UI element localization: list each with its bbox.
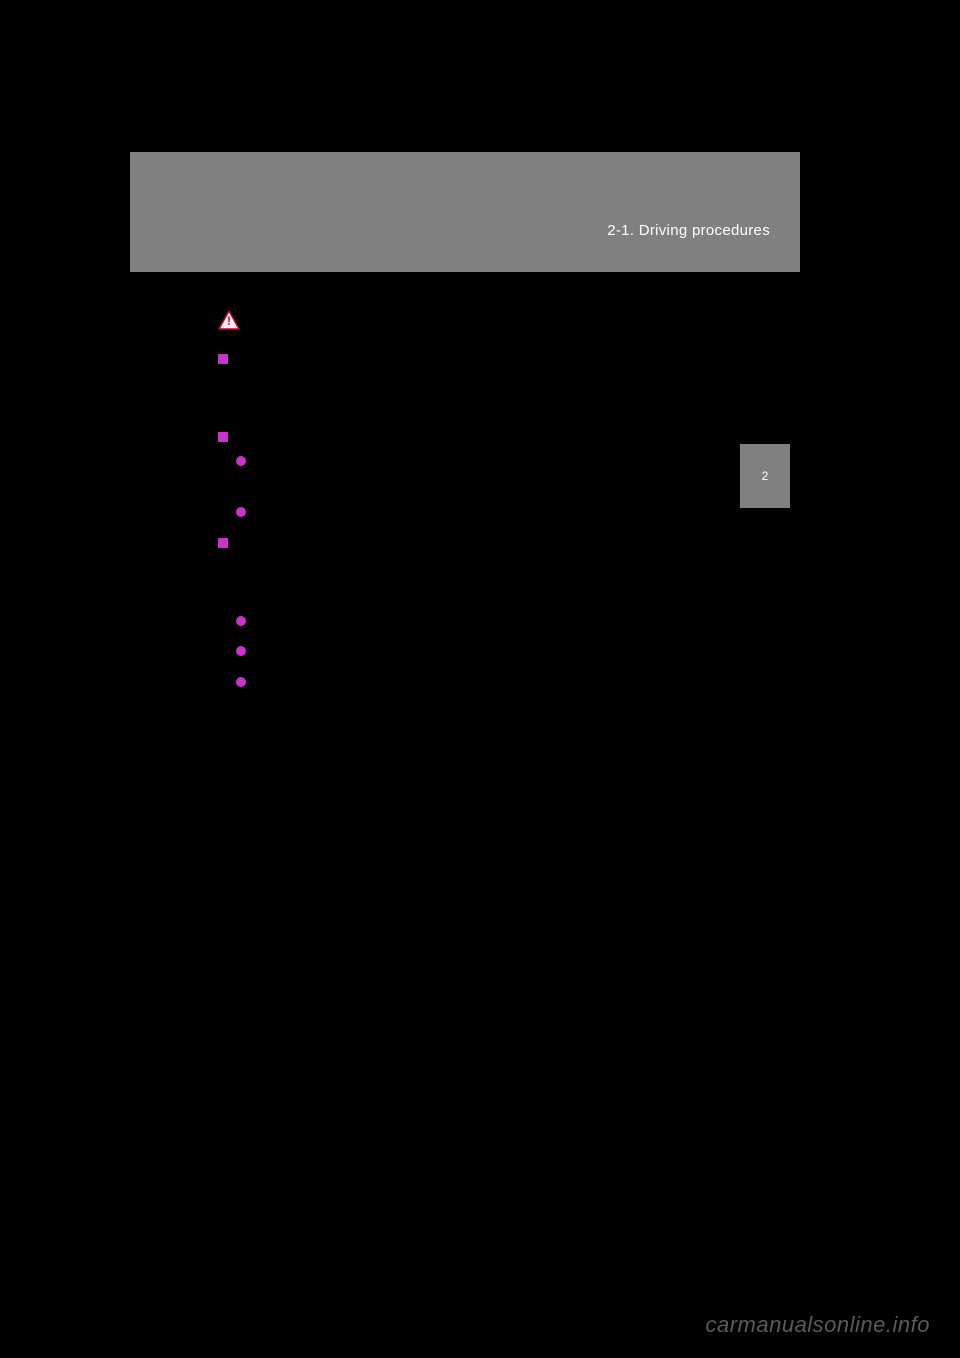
bullet-text-3-1: Sudden changes in engine speed… bbox=[254, 642, 460, 663]
heading-text-2: When driving the vehicle bbox=[236, 428, 401, 444]
square-marker-icon bbox=[218, 538, 228, 548]
body-text-3: Sudden braking, acceleration and steerin… bbox=[236, 558, 790, 600]
caution-label: CAUTION bbox=[248, 312, 320, 329]
bullet-text-3-0: Sudden acceleration, engine braking… bbox=[254, 612, 478, 633]
section-heading-2: When driving the vehicle bbox=[218, 428, 790, 444]
bullet-row: Do not drive the vehicle over or stop th… bbox=[236, 503, 790, 524]
bullet-text-2-0: Do not drive if you are unfamiliar with … bbox=[254, 452, 790, 494]
round-marker-icon bbox=[236, 646, 246, 656]
caution-triangle-icon: ! bbox=[218, 310, 240, 330]
bullet-row: Sudden acceleration, engine braking… bbox=[236, 612, 790, 633]
bullet-row: After driving through a puddle… bbox=[236, 673, 790, 694]
round-marker-icon bbox=[236, 456, 246, 466]
content-area: ! CAUTION When starting the vehicle Alwa… bbox=[130, 272, 800, 694]
caution-row: ! CAUTION bbox=[218, 310, 790, 330]
round-marker-icon bbox=[236, 507, 246, 517]
body-text-1: Always keep your foot on the brake pedal… bbox=[236, 374, 790, 416]
round-marker-icon bbox=[236, 616, 246, 626]
bullet-row: Sudden changes in engine speed… bbox=[236, 642, 790, 663]
section-title: 2-1. Driving procedures bbox=[607, 222, 770, 239]
svg-text:!: ! bbox=[227, 314, 231, 328]
chapter-number: 2 bbox=[762, 469, 769, 483]
page-container: 2-1. Driving procedures ! CAUTION When s… bbox=[130, 152, 800, 704]
bullet-text-3-2: After driving through a puddle… bbox=[254, 673, 438, 694]
round-marker-icon bbox=[236, 677, 246, 687]
section-heading-1: When starting the vehicle bbox=[218, 350, 790, 366]
watermark-text: carmanualsonline.info bbox=[705, 1312, 930, 1338]
chapter-tab: 2 bbox=[740, 444, 790, 508]
bullet-row: Do not drive if you are unfamiliar with … bbox=[236, 452, 790, 494]
square-marker-icon bbox=[218, 354, 228, 364]
heading-text-3: When driving on slippery road surfaces bbox=[236, 534, 499, 550]
header-bar: 2-1. Driving procedures bbox=[130, 152, 800, 272]
heading-text-1: When starting the vehicle bbox=[236, 350, 406, 366]
bullet-text-2-1: Do not drive the vehicle over or stop th… bbox=[254, 503, 681, 524]
square-marker-icon bbox=[218, 432, 228, 442]
section-heading-3: When driving on slippery road surfaces bbox=[218, 534, 790, 550]
